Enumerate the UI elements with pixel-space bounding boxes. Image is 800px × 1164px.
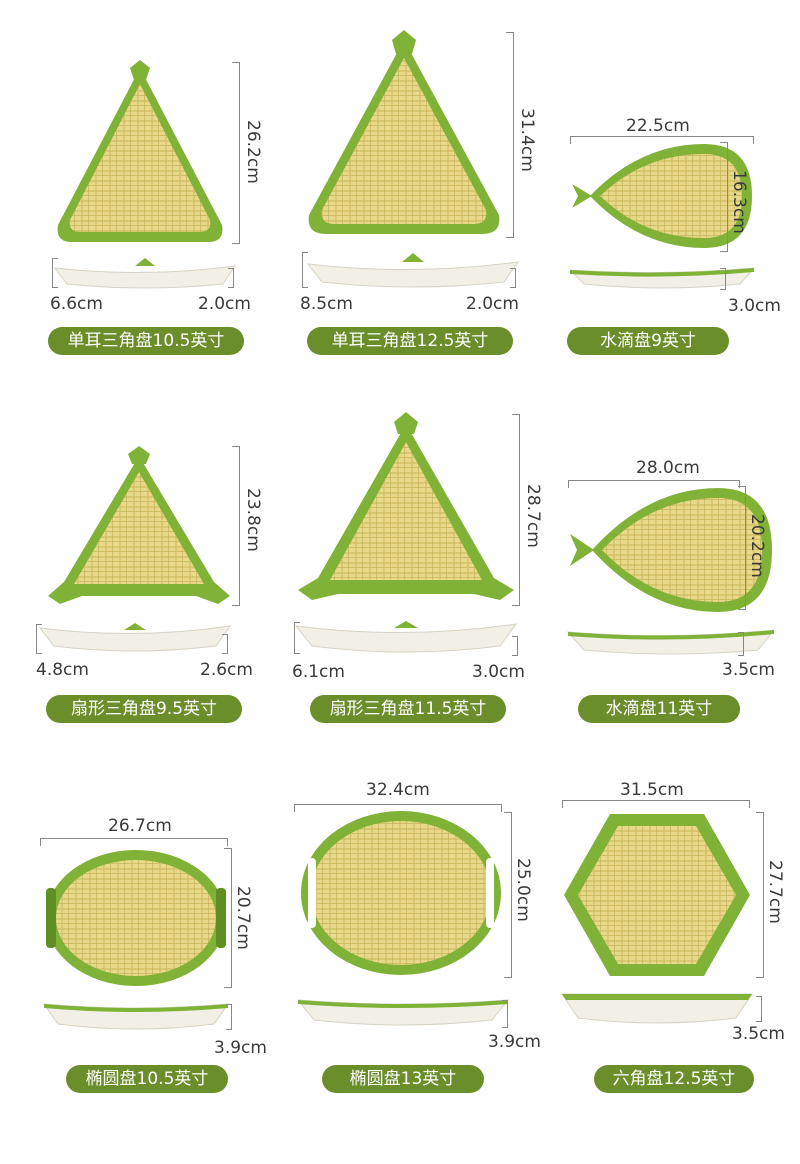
height-bracket xyxy=(720,268,726,290)
plate-side-view xyxy=(38,623,232,652)
height-bracket xyxy=(502,1000,508,1028)
depth-label: 4.8cm xyxy=(36,660,89,680)
length-bracket xyxy=(720,142,728,252)
depth-bracket xyxy=(36,624,42,654)
depth-label: 6.1cm xyxy=(292,662,345,682)
width-bracket xyxy=(570,136,754,144)
plate-side-view xyxy=(296,999,510,1026)
product-name-label: 椭圆盘10.5英寸 xyxy=(66,1065,228,1093)
plate-side-view xyxy=(294,621,518,653)
plate-side-view xyxy=(566,629,776,655)
height-label: 2.0cm xyxy=(466,294,519,314)
depth-bracket xyxy=(294,622,300,654)
length-label: 28.7cm xyxy=(523,484,543,548)
length-bracket xyxy=(232,446,240,606)
height-bracket xyxy=(226,1004,232,1030)
height-label: 2.6cm xyxy=(200,660,253,680)
product-card-2: 31.4cm 8.5cm 2.0cm 单耳三角盘12.5英寸 xyxy=(266,0,537,388)
product-name-label: 单耳三角盘12.5英寸 xyxy=(307,327,513,355)
length-label: 20.7cm xyxy=(233,886,253,950)
width-label: 26.7cm xyxy=(108,816,172,836)
product-card-3: 22.5cm 16.3cm 3.0cm 水滴盘9英寸 xyxy=(532,0,798,388)
product-card-5: 28.7cm 6.1cm 3.0cm 扇形三角盘11.5英寸 xyxy=(266,388,543,776)
length-label: 16.3cm xyxy=(729,170,749,234)
length-label: 20.2cm xyxy=(747,514,767,578)
plate-side-view xyxy=(306,253,520,288)
product-card-1: 26.2cm 6.6cm 2.0cm 单耳三角盘10.5英寸 xyxy=(0,0,266,388)
plate-top-view xyxy=(308,30,500,234)
width-bracket xyxy=(40,838,228,846)
depth-label: 6.6cm xyxy=(50,294,103,314)
plate-top-view xyxy=(298,412,514,600)
height-label: 3.9cm xyxy=(488,1032,541,1052)
width-label: 28.0cm xyxy=(636,458,700,478)
plate-top-view xyxy=(572,144,752,248)
height-bracket xyxy=(738,632,744,656)
product-name-label: 扇形三角盘11.5英寸 xyxy=(310,695,506,723)
length-bracket xyxy=(224,848,232,988)
height-bracket xyxy=(228,268,234,288)
height-label: 3.0cm xyxy=(728,296,781,316)
length-bracket xyxy=(504,812,512,978)
plate-side-view xyxy=(568,267,756,289)
plate-side-view xyxy=(561,993,753,1024)
length-bracket xyxy=(738,486,746,610)
length-bracket xyxy=(756,812,764,978)
height-label: 2.0cm xyxy=(198,294,251,314)
length-label: 25.0cm xyxy=(513,858,533,922)
product-name-label: 水滴盘11英寸 xyxy=(578,695,740,723)
length-label: 26.2cm xyxy=(243,120,263,184)
width-bracket xyxy=(294,804,502,812)
length-bracket xyxy=(512,414,520,606)
product-card-8: 32.4cm 25.0cm 3.9cm 椭圆盘13英寸 xyxy=(266,776,541,1164)
product-name-label: 单耳三角盘10.5英寸 xyxy=(48,327,244,355)
height-label: 3.9cm xyxy=(214,1038,267,1058)
plate-side-view xyxy=(53,258,237,289)
product-card-4: 23.8cm 4.8cm 2.6cm 扇形三角盘9.5英寸 xyxy=(0,388,266,776)
depth-bracket xyxy=(302,252,308,288)
height-label: 3.0cm xyxy=(472,662,525,682)
length-bracket xyxy=(232,62,240,244)
height-label: 3.5cm xyxy=(732,1024,785,1044)
product-name-label: 六角盘12.5英寸 xyxy=(594,1065,754,1093)
plate-top-view xyxy=(46,850,226,986)
width-label: 22.5cm xyxy=(626,116,690,136)
product-card-6: 28.0cm 20.2cm 3.5cm 水滴盘11英寸 xyxy=(532,388,798,776)
height-bracket xyxy=(512,636,518,656)
plate-top-view xyxy=(570,488,772,612)
width-label: 31.5cm xyxy=(620,780,684,800)
product-name-label: 扇形三角盘9.5英寸 xyxy=(46,695,242,723)
width-label: 32.4cm xyxy=(366,780,430,800)
plate-top-view xyxy=(564,814,750,976)
length-label: 23.8cm xyxy=(243,488,263,552)
product-name-label: 椭圆盘13英寸 xyxy=(322,1065,484,1093)
plate-top-view xyxy=(301,811,501,975)
depth-bracket xyxy=(52,258,58,288)
depth-label: 8.5cm xyxy=(300,294,353,314)
height-bracket xyxy=(222,634,228,654)
length-bracket xyxy=(506,32,514,238)
length-label: 27.7cm xyxy=(765,860,785,924)
height-bracket xyxy=(510,268,516,288)
product-card-9: 31.5cm 27.7cm 3.5cm 六角盘12.5英寸 xyxy=(532,776,798,1164)
plate-top-view xyxy=(57,60,223,242)
width-bracket xyxy=(568,480,740,488)
width-bracket xyxy=(562,800,750,808)
height-label: 3.5cm xyxy=(722,660,775,680)
product-name-label: 水滴盘9英寸 xyxy=(567,327,729,355)
height-bracket xyxy=(756,996,762,1022)
length-label: 31.4cm xyxy=(517,108,537,172)
plate-top-view xyxy=(48,446,230,604)
product-card-7: 26.7cm 20.7cm 3.9cm 椭圆盘10.5英寸 xyxy=(0,776,267,1164)
plate-side-view xyxy=(42,1003,230,1030)
